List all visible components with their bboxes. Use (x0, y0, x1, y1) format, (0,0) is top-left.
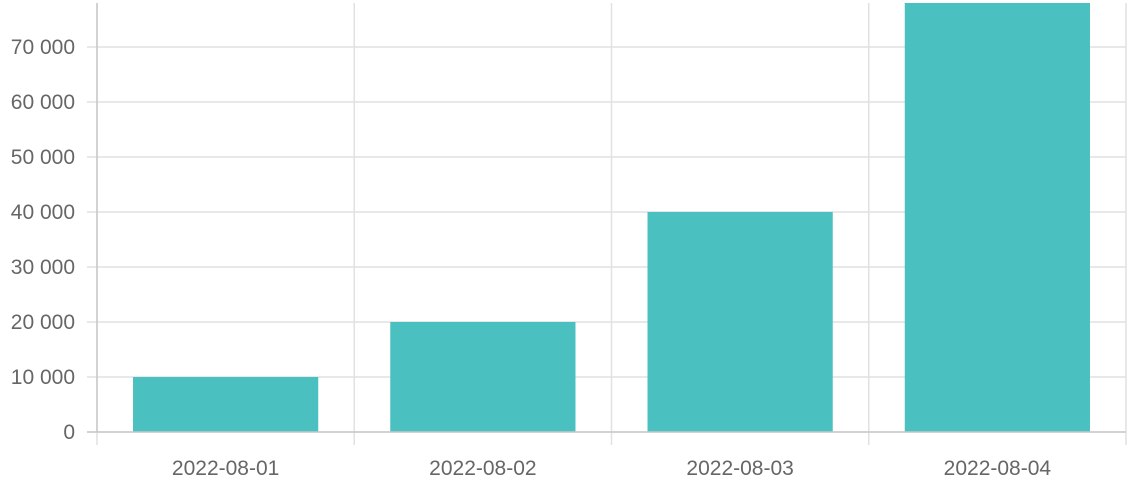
x-tick-label: 2022-08-02 (429, 457, 536, 480)
y-tick-label: 50 000 (11, 146, 75, 169)
x-tick-label: 2022-08-04 (944, 457, 1052, 480)
y-tick-label: 30 000 (11, 256, 75, 279)
y-axis-tick-labels: 0 10 000 20 000 30 000 40 000 50 000 60 000 70 … (11, 36, 75, 444)
axes (87, 3, 1126, 433)
x-axis-tick-labels: 2022-08-01 2022-08-02 2022-08-03 2022-08-04 (172, 457, 1051, 480)
y-tick-label: 20 000 (11, 311, 75, 334)
bar-2022-08-01[interactable] (133, 377, 319, 432)
bar-2022-08-02[interactable] (390, 322, 576, 432)
x-tick-label: 2022-08-01 (172, 457, 279, 480)
y-tick-label: 70 000 (11, 36, 75, 59)
y-tick-label: 40 000 (11, 201, 75, 224)
bars (133, 3, 1090, 432)
x-tick-label: 2022-08-03 (686, 457, 793, 480)
y-tick-label: 60 000 (11, 91, 75, 114)
y-tick-label: 0 (63, 421, 75, 444)
y-tick-label: 10 000 (11, 366, 75, 389)
bar-2022-08-04[interactable] (904, 3, 1090, 432)
bar-2022-08-03[interactable] (647, 212, 833, 432)
